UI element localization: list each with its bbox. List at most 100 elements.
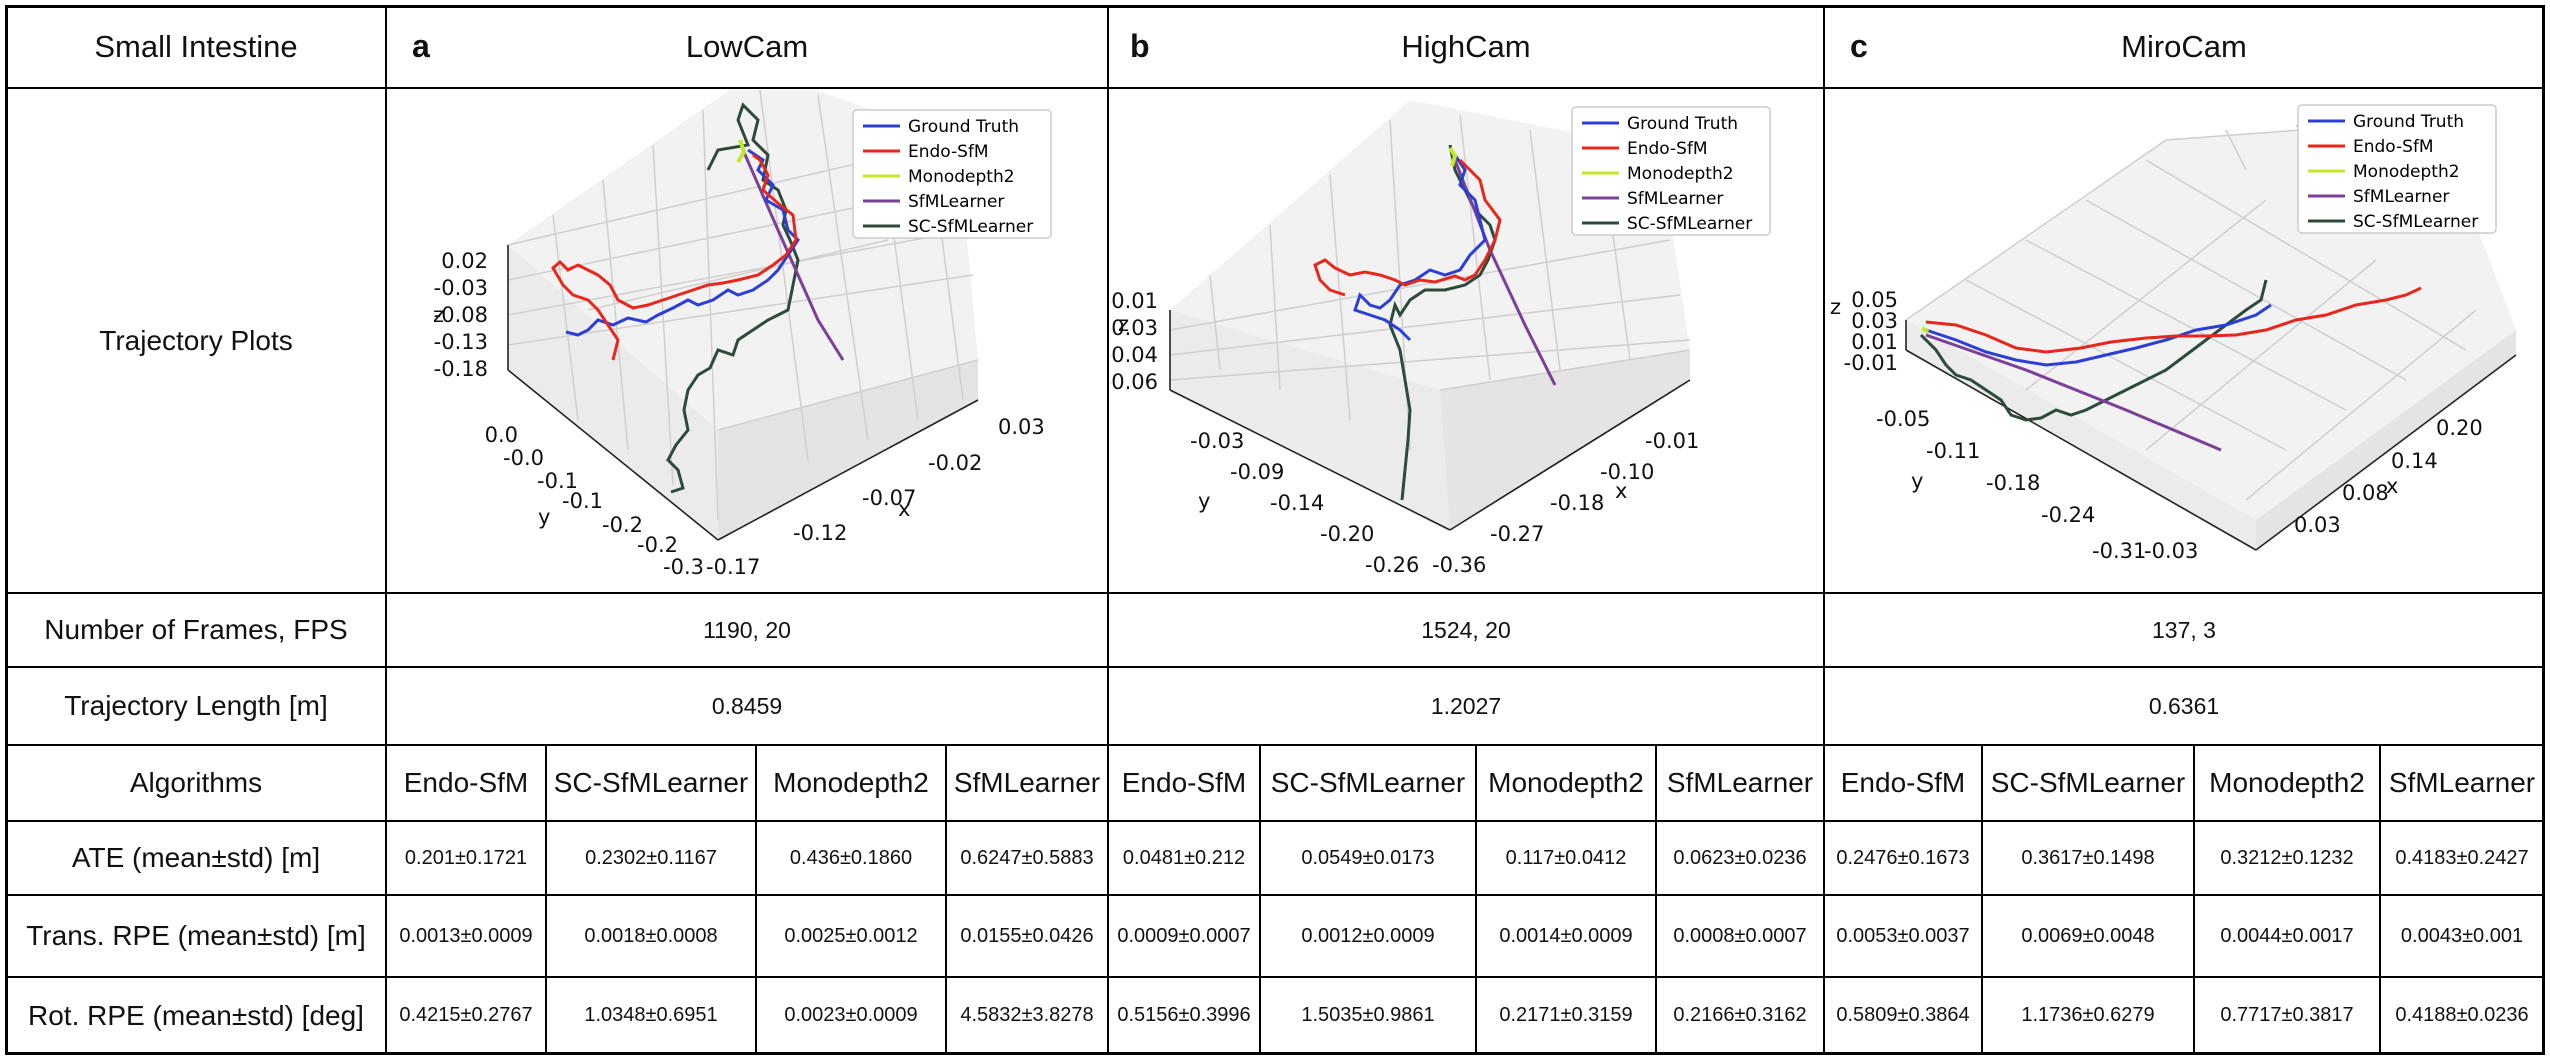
y-tick: -0.03: [1190, 429, 1244, 453]
trajectory-plot-highcam: Ground Truth Endo-SfM Monodepth2 SfMLear…: [1110, 100, 1771, 577]
trans-rpe-value: 0.0018±0.0008: [584, 924, 718, 947]
z-axis-label: z: [1118, 312, 1129, 336]
trans-rpe-value: 0.0044±0.0017: [2220, 924, 2354, 947]
algorithm-header: Monodepth2: [1488, 767, 1644, 798]
trans-rpe-value: 0.0014±0.0009: [1499, 924, 1633, 947]
row-label-trajectory-plots: Trajectory Plots: [99, 324, 293, 356]
y-tick: -0.31: [2092, 539, 2146, 563]
panel-letter-b: b: [1130, 28, 1150, 64]
plot-panes: [1170, 100, 1690, 530]
trajectory-plot-lowcam: Ground Truth Endo-SfM Monodepth2 SfMLear…: [433, 90, 1052, 579]
z-tick: 0.02: [441, 249, 488, 273]
rot-rpe-value: 0.2171±0.3159: [1499, 1004, 1633, 1026]
z-tick: -0.01: [1844, 351, 1898, 375]
rot-rpe-value: 0.7717±0.3817: [2220, 1004, 2354, 1026]
trajectory-monodepth2: [736, 139, 747, 164]
row-label-trans-rpe: Trans. RPE (mean±std) [m]: [26, 920, 366, 951]
algorithm-header: SfMLearner: [953, 767, 1101, 798]
rot-rpe-value: 4.5832±3.8278: [960, 1004, 1094, 1026]
z-tick: -0.04: [1110, 343, 1158, 367]
plot-axes: [507, 245, 979, 541]
legend-sfmlearner: SfMLearner: [1627, 189, 1723, 209]
legend-sfmlearner: SfMLearner: [2353, 187, 2449, 207]
rot-rpe-value: 0.0023±0.0009: [784, 1004, 918, 1026]
trans-rpe-value: 0.0069±0.0048: [2021, 924, 2155, 947]
trajectory-sfmlearner: [741, 149, 845, 361]
x-tick: -0.27: [1490, 522, 1544, 546]
trans-rpe-value: 0.0008±0.0007: [1673, 924, 1807, 947]
trans-rpe-value: 0.0053±0.0037: [1836, 924, 1970, 947]
algorithm-header: SC-SfMLearner: [1270, 767, 1466, 798]
row-divider: [5, 87, 2545, 89]
row-divider: [5, 820, 2545, 822]
legend-endo-sfm: Endo-SfM: [2353, 137, 2434, 157]
row-label-algorithms: Algorithms: [129, 767, 263, 798]
rot-rpe-value: 0.2166±0.3162: [1673, 1004, 1807, 1026]
legend-sc-sfmlearner: SC-SfMLearner: [1627, 214, 1752, 234]
ate-value: 0.0549±0.0173: [1301, 846, 1435, 869]
y-tick: -0.11: [1926, 439, 1980, 463]
algorithm-header: Monodepth2: [773, 767, 929, 798]
z-tick: -0.13: [434, 330, 488, 354]
row-divider: [5, 976, 2545, 978]
legend-monodepth2: Monodepth2: [908, 167, 1015, 187]
x-tick: 0.08: [2342, 481, 2389, 505]
rot-rpe-value: 1.5035±0.9861: [1301, 1004, 1435, 1026]
y-tick: -0.2: [602, 513, 643, 537]
z-axis-ticks: 0.02 -0.03 -0.08 -0.13 -0.18 z: [433, 249, 488, 381]
x-tick: -0.01: [1645, 429, 1699, 453]
rot-rpe-value: 0.5156±0.3996: [1117, 1004, 1251, 1026]
trajectory-endo-sfm: [551, 153, 798, 361]
z-tick: -0.03: [1110, 316, 1158, 340]
col-divider: [1823, 5, 1825, 1055]
z-tick: -0.06: [1110, 370, 1158, 394]
row-divider: [5, 744, 2545, 746]
legend-sfmlearner: SfMLearner: [908, 192, 1004, 212]
col-divider: [2379, 744, 2381, 1055]
z-tick: -0.18: [434, 357, 488, 381]
row-label-rot-rpe: Rot. RPE (mean±std) [deg]: [28, 999, 364, 1031]
ate-value: 0.2302±0.1167: [585, 846, 717, 869]
table-border: [5, 5, 8, 1055]
x-tick: 0.03: [2294, 513, 2341, 537]
x-tick: -0.07: [862, 486, 916, 510]
col-divider: [755, 744, 757, 1055]
y-tick: -0.1: [537, 469, 578, 493]
traj-length-lowcam: 0.8459: [711, 692, 783, 719]
x-axis-label: x: [1615, 479, 1627, 503]
legend-ground-truth: Ground Truth: [2353, 112, 2464, 132]
dataset-title-highcam: HighCam: [1401, 29, 1531, 64]
y-tick: -0.09: [1230, 460, 1284, 484]
plot-axes: [1905, 320, 2517, 551]
plot-axes: [1169, 310, 1691, 531]
y-tick: -0.05: [1876, 407, 1930, 431]
legend-ground-truth: Ground Truth: [908, 117, 1019, 137]
legend-box: [2297, 104, 2497, 234]
ate-value: 0.4183±0.2427: [2395, 846, 2529, 869]
trajectory-endo-sfm: [1925, 286, 2422, 354]
z-axis-ticks: 0.05 0.03 0.01 -0.01 z: [1830, 288, 1898, 375]
x-axis-ticks: 0.03 -0.02 -0.07 -0.12 -0.17 x: [706, 415, 1045, 579]
y-tick: -0.14: [1270, 491, 1324, 515]
ate-value: 0.6247±0.5883: [960, 846, 1094, 869]
corner-title: Small Intestine: [94, 29, 298, 64]
ate-value: 0.3212±0.1232: [2220, 846, 2354, 869]
algorithm-header: Monodepth2: [2209, 767, 2365, 798]
col-divider: [1981, 744, 1983, 1055]
y-tick: -0.3: [663, 555, 704, 579]
ate-value: 0.436±0.1860: [789, 846, 913, 869]
traj-length-highcam: 1.2027: [1430, 692, 1502, 719]
trajectory-ground-truth: [1925, 303, 2272, 367]
y-tick: -0.18: [1986, 471, 2040, 495]
legend-box: [852, 109, 1052, 239]
row-label-ate: ATE (mean±std) [m]: [71, 842, 321, 873]
traj-length-mirocam: 0.6361: [2148, 692, 2220, 719]
frames-fps-highcam: 1524, 20: [1421, 616, 1511, 643]
y-axis-ticks: -0.05 -0.11 -0.18 -0.24 -0.31 y: [1876, 407, 2146, 563]
y-tick: -0.2: [637, 533, 678, 557]
col-divider: [545, 744, 547, 1055]
col-divider: [1655, 744, 1657, 1055]
legend-box: [1571, 106, 1771, 236]
x-axis-ticks: -0.01 -0.10 -0.18 -0.27 -0.36 x: [1432, 429, 1699, 577]
